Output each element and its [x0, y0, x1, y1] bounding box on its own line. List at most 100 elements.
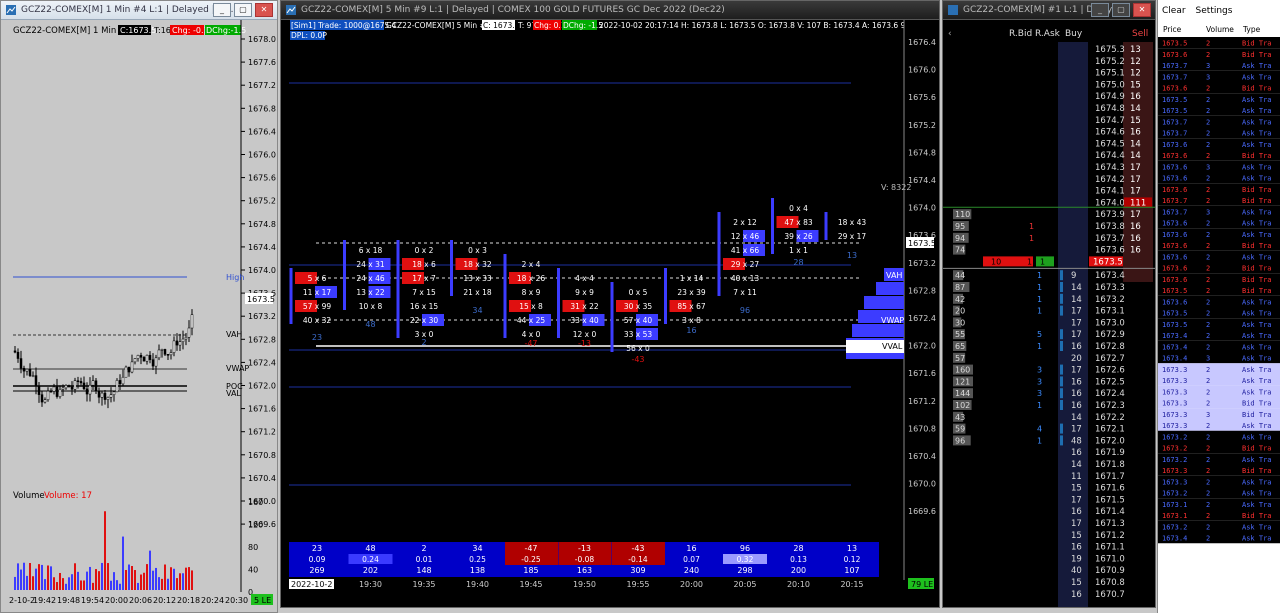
candle-body: [34, 375, 38, 387]
tas-row[interactable]: [1158, 104, 1280, 116]
tas-table[interactable]: Price Volume Type 1673.5 2 Bid Tra 1673.6 2 B…: [1158, 22, 1280, 613]
bid-size-bar: [953, 329, 965, 340]
tas-row[interactable]: [1158, 385, 1280, 397]
stat-volume: 200: [791, 566, 806, 575]
minimize-button[interactable]: _: [1091, 3, 1109, 17]
tas-row[interactable]: [1158, 363, 1280, 375]
tas-row[interactable]: [1158, 318, 1280, 330]
tas-row[interactable]: [1158, 82, 1280, 94]
tas-row[interactable]: [1158, 37, 1280, 49]
tas-row[interactable]: [1158, 48, 1280, 60]
tas-row[interactable]: [1158, 70, 1280, 82]
tas-row[interactable]: [1158, 520, 1280, 532]
tas-type: Ask Tra: [1242, 501, 1272, 509]
ask-size-bar: [953, 244, 966, 255]
left-chart-titlebar[interactable]: GCZ22-COMEX[M] 1 Min #4 L:1 | Delayed | …: [1, 1, 277, 20]
footprint-cell-label: 40 x 13: [731, 274, 760, 283]
tas-row[interactable]: [1158, 273, 1280, 285]
volume-bar: [128, 564, 130, 590]
tas-row[interactable]: [1158, 250, 1280, 262]
tas-price: 1673.1: [1162, 501, 1187, 509]
stat-delta: 13: [847, 544, 857, 553]
dom-sell-value: 17: [1130, 163, 1141, 173]
minimize-button[interactable]: _: [213, 3, 231, 17]
rbid-value: 4: [1037, 425, 1042, 434]
tas-row[interactable]: [1158, 532, 1280, 544]
left-ticks-value: T:16: [153, 26, 171, 35]
candle-body: [109, 394, 113, 398]
close-button[interactable]: ✕: [1133, 3, 1151, 17]
negative-delta-cell: [505, 542, 558, 565]
tas-row[interactable]: [1158, 498, 1280, 510]
dom-titlebar[interactable]: GCZ22-COMEX[M] #1 L:1 | Delaye... _ ▢ ✕: [943, 1, 1155, 20]
tas-row[interactable]: [1158, 487, 1280, 499]
dom-buy-value: 17: [1071, 318, 1082, 328]
tas-row[interactable]: [1158, 352, 1280, 364]
tas-row[interactable]: [1158, 295, 1280, 307]
tas-row[interactable]: [1158, 217, 1280, 229]
tas-row[interactable]: [1158, 453, 1280, 465]
tas-row[interactable]: [1158, 442, 1280, 454]
tas-row[interactable]: [1158, 430, 1280, 442]
tas-row[interactable]: [1158, 160, 1280, 172]
tas-row[interactable]: [1158, 329, 1280, 341]
settings-menu[interactable]: Settings: [1195, 6, 1233, 16]
tas-row[interactable]: [1158, 205, 1280, 217]
tas-type: Bid Tra: [1242, 512, 1272, 520]
column-delta-label: -13: [578, 339, 591, 348]
tas-row[interactable]: [1158, 340, 1280, 352]
tas-row[interactable]: [1158, 183, 1280, 195]
candle-body: [187, 327, 191, 338]
tas-price: 1673.3: [1162, 467, 1187, 475]
dom-price: 1674.5: [1095, 139, 1125, 149]
left-price-chart[interactable]: GCZ22-COMEX[M] 1 Min #4 C:1673.5 T:16 Ch…: [1, 20, 277, 613]
tas-row[interactable]: [1158, 408, 1280, 420]
time-label: 20:05: [733, 580, 756, 589]
tas-row[interactable]: [1158, 149, 1280, 161]
tas-row[interactable]: [1158, 307, 1280, 319]
volume-bar: [107, 563, 109, 590]
tas-row[interactable]: [1158, 397, 1280, 409]
tas-type: Ask Tra: [1242, 433, 1272, 441]
tas-row[interactable]: [1158, 127, 1280, 139]
volume-profile-bar: [864, 296, 904, 309]
column-delta-label: 96: [740, 306, 750, 315]
tas-row[interactable]: [1158, 239, 1280, 251]
tas-row[interactable]: [1158, 115, 1280, 127]
tas-row[interactable]: [1158, 419, 1280, 431]
tas-volume: 2: [1206, 433, 1210, 441]
price-tick-label: 1674.0: [248, 266, 276, 275]
dom-buy-value: 16: [1071, 401, 1082, 411]
tas-row[interactable]: [1158, 464, 1280, 476]
tas-row[interactable]: [1158, 194, 1280, 206]
tas-row[interactable]: [1158, 172, 1280, 184]
tas-volume: 2: [1206, 445, 1210, 453]
bid-size-bar: [953, 282, 970, 292]
large-sell-cell: [1124, 197, 1152, 208]
tas-row[interactable]: [1158, 284, 1280, 296]
bid-size-value: 121: [955, 377, 970, 386]
footprint-chart[interactable]: [Sim1] Trade: 1000@1675.4 GCZ22-COMEX[M]…: [281, 20, 939, 608]
volume-bar: [47, 565, 49, 590]
tas-row[interactable]: [1158, 475, 1280, 487]
tas-row[interactable]: [1158, 59, 1280, 71]
maximize-button[interactable]: ▢: [234, 3, 252, 17]
tas-row[interactable]: [1158, 374, 1280, 386]
clear-menu[interactable]: Clear: [1162, 6, 1186, 16]
tas-row[interactable]: [1158, 262, 1280, 274]
tas-row[interactable]: [1158, 509, 1280, 521]
tas-row[interactable]: [1158, 93, 1280, 105]
volume-bar: [83, 580, 85, 590]
stat-delta: 34: [472, 544, 482, 553]
tas-row[interactable]: [1158, 138, 1280, 150]
candle-body: [70, 386, 74, 390]
time-label: 20:10: [787, 580, 810, 589]
dom-back-icon[interactable]: ‹: [948, 29, 952, 39]
dom-price: 1672.5: [1095, 377, 1125, 387]
maximize-button[interactable]: ▢: [1112, 3, 1130, 17]
volume-bar: [158, 577, 160, 590]
main-chart-titlebar[interactable]: GCZ22-COMEX[M] 5 Min #9 L:1 | Delayed | …: [281, 1, 939, 20]
close-button[interactable]: ✕: [255, 3, 273, 17]
tas-row[interactable]: [1158, 228, 1280, 240]
